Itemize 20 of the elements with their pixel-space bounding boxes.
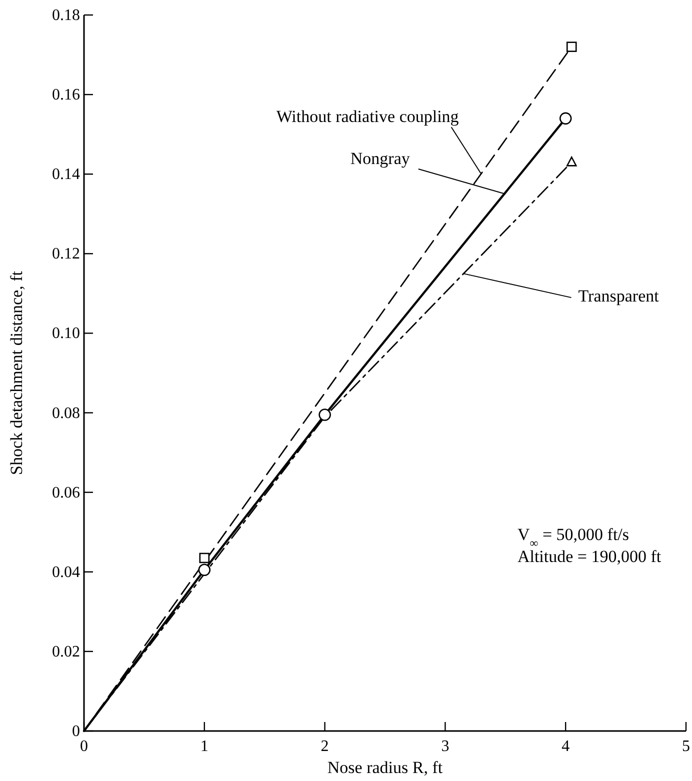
y-tick-label: 0.08 (52, 404, 80, 422)
annotation: Nongray (350, 149, 410, 168)
x-tick-label: 3 (441, 738, 450, 755)
x-tick-label: 2 (320, 738, 329, 755)
y-tick-label: 0.06 (52, 484, 80, 502)
y-axis-title: Shock detachment distance, ft (7, 270, 26, 475)
x-tick-label: 4 (562, 738, 570, 755)
y-tick-label: 0.04 (52, 564, 80, 581)
y-tick-label: 0.14 (52, 166, 80, 184)
y-tick-label: 0.02 (52, 643, 80, 660)
y-tick-label: 0.10 (52, 325, 80, 342)
y-tick-label: 0.12 (52, 246, 80, 263)
annotation: Transparent (578, 286, 660, 306)
x-axis-title: Nose radius R, ft (327, 758, 443, 777)
annotation: Without radiative coupling (276, 107, 460, 126)
y-tick-label: 0.18 (52, 7, 80, 24)
y-tick-label: 0.16 (52, 86, 80, 104)
x-tick-label: 5 (682, 738, 690, 755)
x-tick-label: 1 (200, 738, 208, 755)
y-tick-label: 0 (72, 723, 80, 740)
